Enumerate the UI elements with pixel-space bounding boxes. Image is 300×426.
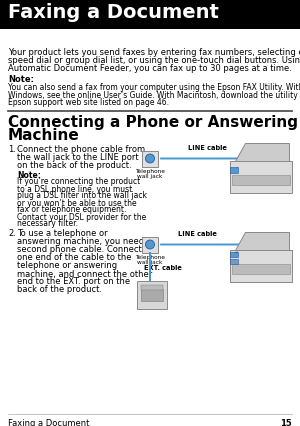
Text: Faxing a Document: Faxing a Document: [8, 3, 219, 22]
Bar: [142, 150, 158, 167]
Text: Machine: Machine: [8, 129, 80, 144]
Bar: [142, 236, 158, 253]
Bar: [230, 167, 238, 173]
Text: or you won’t be able to use the: or you won’t be able to use the: [17, 199, 136, 207]
Text: necessary filter.: necessary filter.: [17, 219, 78, 228]
Text: Epson support web site listed on page 46.: Epson support web site listed on page 46…: [8, 98, 169, 107]
Text: Note:: Note:: [8, 75, 34, 84]
Text: Windows, see the online User’s Guide. With Macintosh, download the utility from : Windows, see the online User’s Guide. Wi…: [8, 90, 300, 100]
Polygon shape: [235, 231, 289, 250]
Text: Automatic Document Feeder, you can fax up to 30 pages at a time.: Automatic Document Feeder, you can fax u…: [8, 64, 292, 73]
Text: 15: 15: [280, 419, 292, 426]
Text: second phone cable. Connect: second phone cable. Connect: [17, 245, 142, 254]
Text: speed dial or group dial list, or using the one-touch dial buttons. Using the: speed dial or group dial list, or using …: [8, 56, 300, 65]
Bar: [230, 250, 292, 282]
Text: Connecting a Phone or Answering: Connecting a Phone or Answering: [8, 115, 298, 130]
Circle shape: [146, 240, 154, 249]
Bar: [137, 280, 167, 308]
Bar: [230, 259, 238, 264]
Bar: [141, 285, 163, 290]
Circle shape: [146, 154, 154, 163]
Text: LINE cable: LINE cable: [178, 231, 217, 238]
Text: 2.: 2.: [8, 230, 16, 239]
Text: LINE cable: LINE cable: [188, 144, 227, 150]
Text: Faxing a Document: Faxing a Document: [8, 419, 89, 426]
Text: to a DSL phone line, you must: to a DSL phone line, you must: [17, 184, 132, 193]
Bar: [232, 175, 290, 184]
Text: To use a telephone or: To use a telephone or: [17, 230, 108, 239]
Text: back of the product.: back of the product.: [17, 285, 102, 294]
Text: 1.: 1.: [8, 144, 16, 153]
Text: fax or telephone equipment.: fax or telephone equipment.: [17, 205, 126, 215]
Bar: [0, 0, 300, 29]
Text: If you’re connecting the product: If you’re connecting the product: [17, 178, 140, 187]
Text: You can also send a fax from your computer using the Epson FAX Utility. With: You can also send a fax from your comput…: [8, 83, 300, 92]
Text: machine, and connect the other: machine, and connect the other: [17, 270, 152, 279]
Text: Telephone
wall jack: Telephone wall jack: [135, 254, 165, 265]
Polygon shape: [235, 143, 289, 161]
Text: EXT. cable: EXT. cable: [144, 265, 182, 271]
Text: one end of the cable to the: one end of the cable to the: [17, 253, 131, 262]
Bar: [230, 251, 238, 256]
Bar: [141, 288, 163, 300]
Text: Note:: Note:: [17, 170, 41, 179]
Text: Connect the phone cable from: Connect the phone cable from: [17, 144, 145, 153]
Bar: [230, 161, 292, 193]
Text: Contact your DSL provider for the: Contact your DSL provider for the: [17, 213, 146, 222]
Text: Your product lets you send faxes by entering fax numbers, selecting entries from: Your product lets you send faxes by ente…: [8, 48, 300, 57]
Text: on the back of the product.: on the back of the product.: [17, 161, 132, 170]
Text: end to the EXT. port on the: end to the EXT. port on the: [17, 277, 130, 287]
Text: telephone or answering: telephone or answering: [17, 262, 117, 271]
Text: answering machine, you need a: answering machine, you need a: [17, 238, 152, 247]
Text: the wall jack to the LINE port: the wall jack to the LINE port: [17, 153, 139, 161]
Text: Telephone
wall jack: Telephone wall jack: [135, 169, 165, 179]
Bar: [232, 264, 290, 273]
Text: plug a DSL filter into the wall jack: plug a DSL filter into the wall jack: [17, 192, 147, 201]
